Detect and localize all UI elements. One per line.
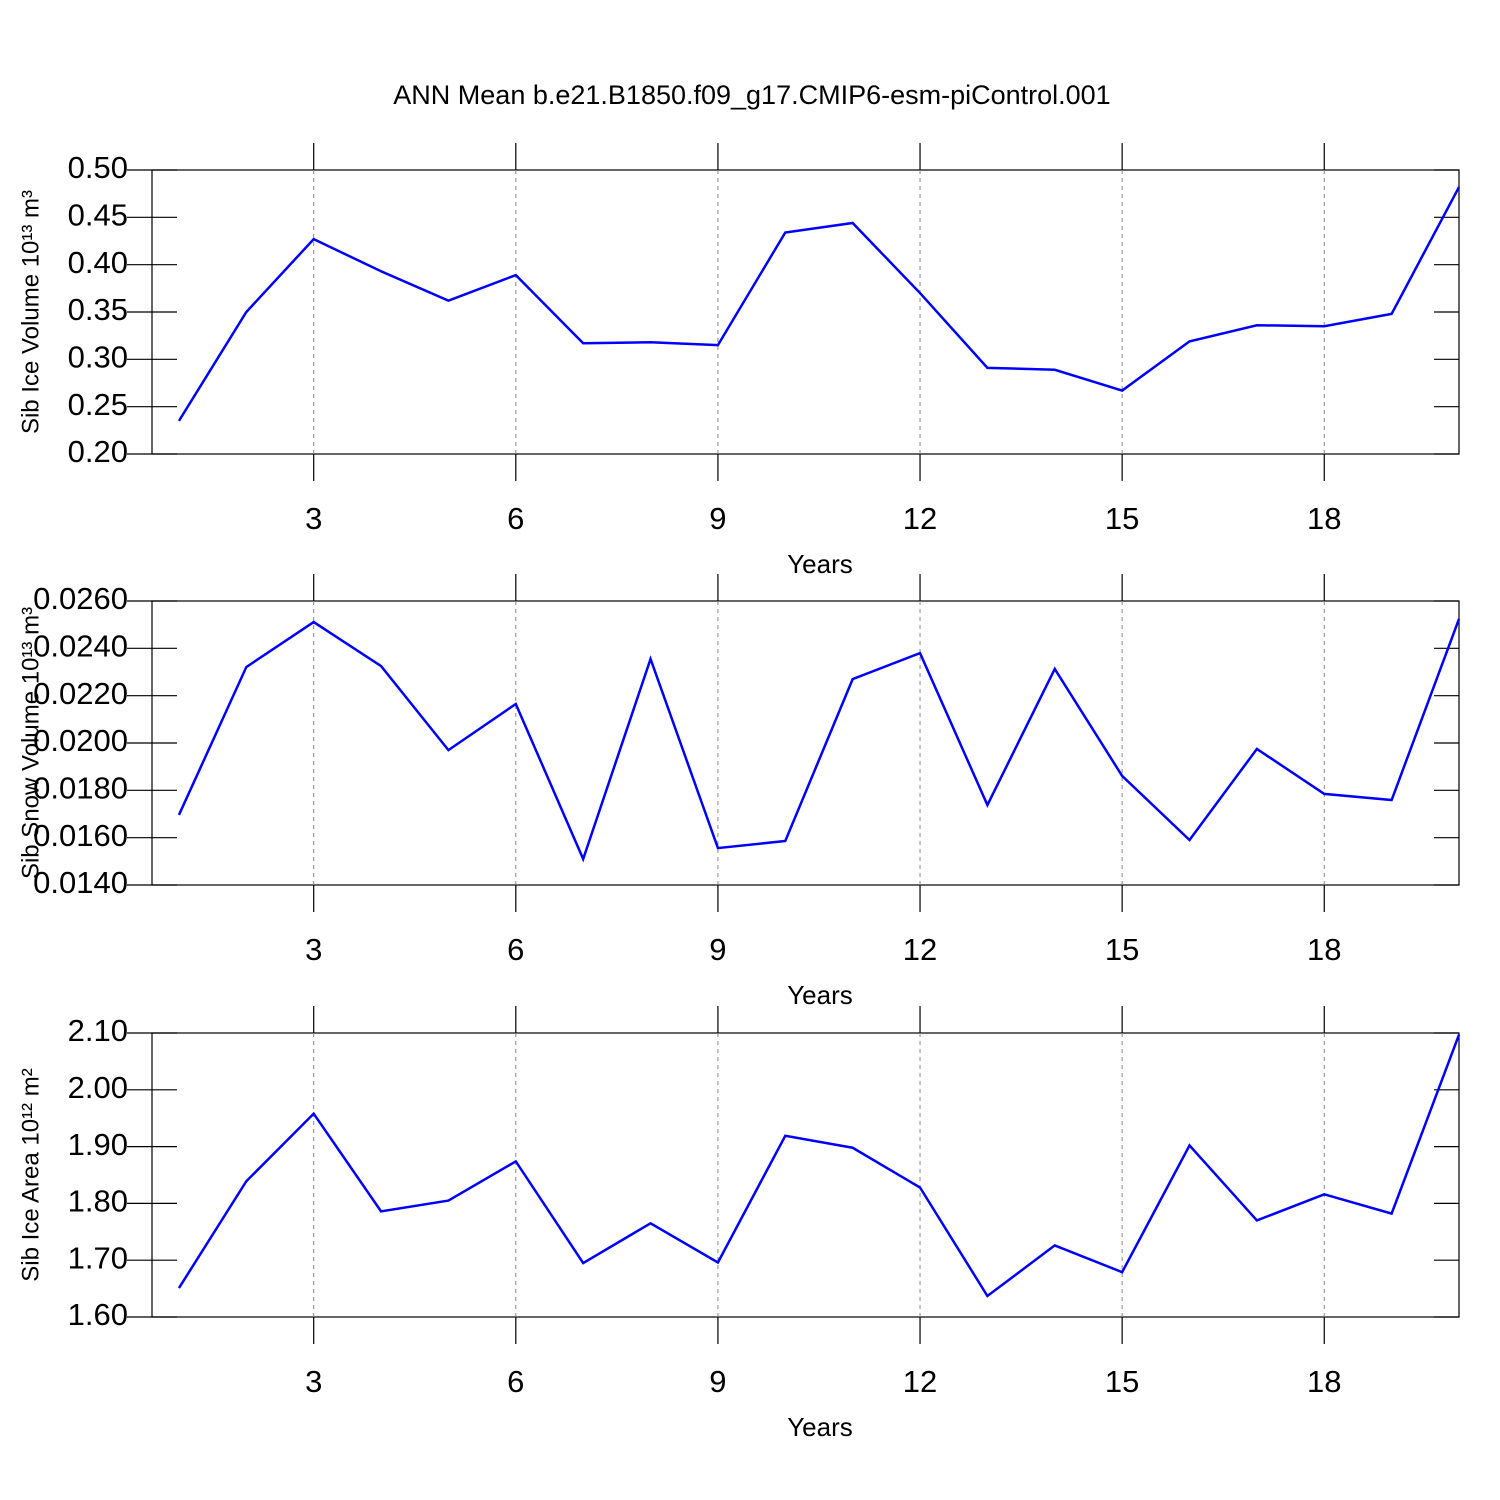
x-tick-label: 3 xyxy=(305,501,322,536)
x-axis-label: Years xyxy=(787,980,853,1010)
x-tick-label: 18 xyxy=(1307,501,1341,536)
x-tick-label: 18 xyxy=(1307,932,1341,967)
x-tick-label: 15 xyxy=(1105,501,1139,536)
y-tick-label: 0.0140 xyxy=(33,865,128,900)
x-tick-label: 12 xyxy=(903,501,937,536)
y-tick-label: 2.10 xyxy=(68,1013,128,1048)
y-tick-label: 0.35 xyxy=(68,292,128,327)
x-tick-label: 18 xyxy=(1307,1364,1341,1399)
x-tick-label: 3 xyxy=(305,932,322,967)
y-tick-label: 0.0220 xyxy=(33,676,128,711)
figure-title: ANN Mean b.e21.B1850.f09_g17.CMIP6-esm-p… xyxy=(393,80,1110,110)
x-tick-label: 15 xyxy=(1105,1364,1139,1399)
y-axis-label: Sib Ice Area 10¹² m² xyxy=(17,1068,44,1281)
y-axis-label: Sib Snow Volume 10¹³ m³ xyxy=(17,607,44,879)
y-tick-label: 0.30 xyxy=(68,340,128,375)
y-tick-label: 0.0160 xyxy=(33,818,128,853)
x-axis-label: Years xyxy=(787,1412,853,1442)
y-tick-label: 0.50 xyxy=(68,150,128,185)
data-line xyxy=(177,1034,1461,1298)
y-tick-label: 1.60 xyxy=(68,1297,128,1332)
x-tick-label: 6 xyxy=(507,932,524,967)
x-tick-label: 3 xyxy=(305,1364,322,1399)
x-tick-label: 6 xyxy=(507,1364,524,1399)
data-line xyxy=(177,618,1461,863)
y-tick-label: 1.80 xyxy=(68,1184,128,1219)
y-tick-label: 2.00 xyxy=(68,1070,128,1105)
y-axis-label: Sib Ice Volume 10¹³ m³ xyxy=(17,190,44,434)
plot-frame xyxy=(151,1032,1460,1318)
x-tick-label: 6 xyxy=(507,501,524,536)
y-tick-label: 0.45 xyxy=(68,198,128,233)
x-tick-label: 12 xyxy=(903,932,937,967)
y-tick-label: 0.25 xyxy=(68,387,128,422)
y-tick-label: 1.90 xyxy=(68,1127,128,1162)
x-axis-label: Years xyxy=(787,549,853,579)
plot-frame xyxy=(151,169,1460,455)
y-tick-label: 1.70 xyxy=(68,1240,128,1275)
x-tick-label: 9 xyxy=(709,501,726,536)
data-line xyxy=(177,186,1461,422)
x-tick-label: 15 xyxy=(1105,932,1139,967)
x-tick-label: 12 xyxy=(903,1364,937,1399)
y-tick-label: 0.0240 xyxy=(33,629,128,664)
y-tick-label: 0.0180 xyxy=(33,771,128,806)
y-tick-label: 0.0200 xyxy=(33,723,128,758)
x-tick-label: 9 xyxy=(709,1364,726,1399)
y-tick-label: 0.20 xyxy=(68,434,128,469)
y-tick-label: 0.40 xyxy=(68,245,128,280)
y-tick-label: 0.0260 xyxy=(33,581,128,616)
x-tick-label: 9 xyxy=(709,932,726,967)
